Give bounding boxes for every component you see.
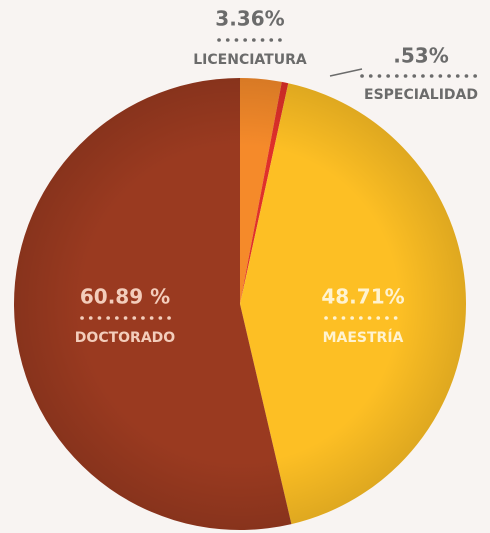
value-label: .53% <box>393 44 448 68</box>
value-label: 60.89 % <box>80 285 170 309</box>
labels: 3.36% LICENCIATURA .53% ESPECIALIDAD 48.71% M… <box>75 7 478 347</box>
category-label: ESPECIALIDAD <box>364 87 478 103</box>
category-label: MAESTRÍA <box>323 329 404 346</box>
category-label: LICENCIATURA <box>193 52 307 68</box>
value-label: 48.71% <box>321 285 404 309</box>
category-label: DOCTORADO <box>75 330 175 346</box>
value-label: 3.36% <box>215 7 284 31</box>
leader-line <box>329 68 363 77</box>
